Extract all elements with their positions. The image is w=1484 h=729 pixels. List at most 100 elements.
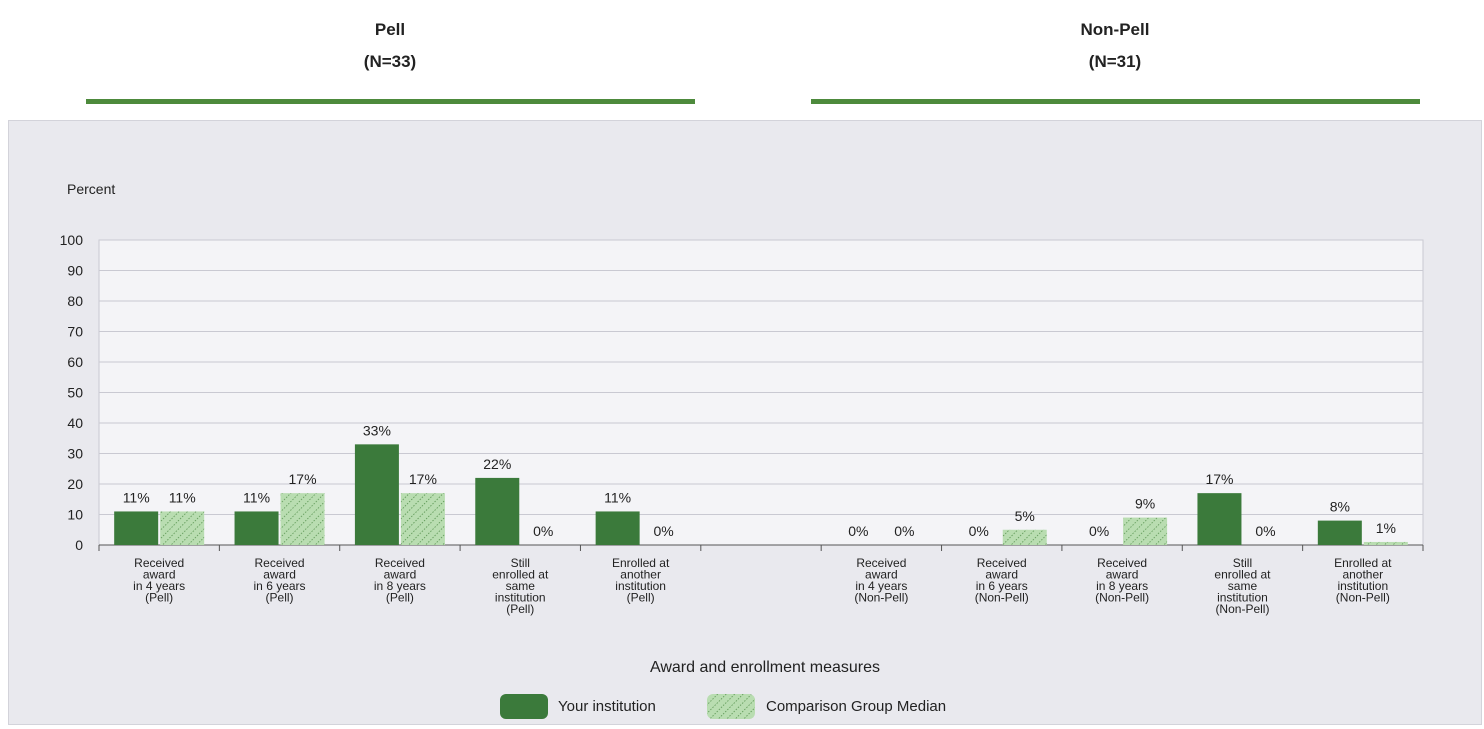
- bar-your-institution: [1197, 493, 1242, 545]
- x-tick-label: (Non-Pell): [1095, 591, 1149, 605]
- x-tick-label: award: [1106, 568, 1139, 582]
- x-tick-label: Received: [255, 556, 305, 570]
- x-tick-label: enrolled at: [492, 568, 549, 582]
- x-tick-label: Received: [1097, 556, 1147, 570]
- data-label: 22%: [483, 456, 511, 472]
- y-tick-label: 10: [67, 507, 83, 523]
- x-tick-label: in 4 years: [133, 579, 185, 593]
- x-tick-label: institution: [1337, 579, 1388, 593]
- data-label: 11%: [243, 489, 270, 505]
- x-tick-label: in 6 years: [254, 579, 306, 593]
- bars: 11% 11% 11% 17% 33% 17% 22% 0% 11% 0% 0% 0% 0% 5% 0% 9%…: [114, 422, 1408, 545]
- legend-swatch-comparison: [707, 694, 755, 719]
- x-tick-label: in 8 years: [1096, 579, 1148, 593]
- x-tick-label: Received: [375, 556, 425, 570]
- non-pell-header-title: Non-Pell: [1080, 20, 1150, 39]
- x-tick-label: award: [985, 568, 1018, 582]
- x-tick-label: same: [506, 579, 536, 593]
- x-tick-label: (Pell): [386, 591, 414, 605]
- pell-header-title: Pell: [374, 20, 406, 39]
- x-tick-label: another: [1342, 568, 1383, 582]
- x-tick-label: award: [384, 568, 417, 582]
- bar-your-institution: [595, 511, 640, 545]
- y-tick-label: 90: [67, 263, 83, 279]
- data-label: 17%: [1205, 471, 1233, 487]
- x-tick-label: Received: [134, 556, 184, 570]
- non-pell-header-n: (N=31): [1088, 52, 1142, 71]
- y-tick-label: 30: [67, 446, 83, 462]
- x-axis-label: Award and enrollment measures: [650, 659, 880, 676]
- y-tick-label: 40: [67, 415, 83, 431]
- x-tick-label: another: [620, 568, 661, 582]
- x-tick-label: (Non-Pell): [854, 591, 908, 605]
- bar-your-institution: [475, 477, 520, 545]
- pell-header: Pell (N=33): [90, 14, 690, 78]
- bar-comparison-median: [1002, 529, 1047, 545]
- x-tick-label: Still: [1233, 556, 1252, 570]
- legend-label-comparison: Comparison Group Median: [766, 698, 946, 715]
- data-label: 0%: [894, 523, 914, 539]
- data-label: 17%: [289, 471, 317, 487]
- x-tick-label: same: [1228, 579, 1258, 593]
- data-label: 0%: [1255, 523, 1275, 539]
- data-label: 0%: [533, 523, 553, 539]
- x-tick-label: (Pell): [266, 591, 294, 605]
- non-pell-header: Non-Pell (N=31): [810, 14, 1420, 78]
- x-tick-label: (Non-Pell): [1336, 591, 1390, 605]
- bar-comparison-median: [1363, 541, 1408, 545]
- x-tick-label: Enrolled at: [612, 556, 670, 570]
- y-tick-label: 50: [67, 385, 83, 401]
- legend-label-your-institution: Your institution: [558, 698, 656, 715]
- x-tick-label: in 4 years: [855, 579, 907, 593]
- pell-header-n: (N=33): [363, 52, 417, 71]
- data-label: 33%: [363, 422, 391, 438]
- data-label: 17%: [409, 471, 437, 487]
- data-label: 9%: [1135, 496, 1155, 512]
- data-label: 0%: [654, 523, 674, 539]
- x-tick-label: enrolled at: [1214, 568, 1271, 582]
- data-label: 11%: [169, 489, 196, 505]
- x-tick-label: (Non-Pell): [1215, 602, 1269, 616]
- x-tick-label: (Pell): [145, 591, 173, 605]
- y-tick-label: 100: [60, 232, 84, 248]
- data-label: 8%: [1330, 499, 1350, 515]
- y-tick-label: 70: [67, 324, 83, 340]
- y-tick-labels: 0 10 20 30 40 50 60 70 80 90 100: [60, 232, 84, 553]
- non-pell-header-rule: [811, 99, 1420, 104]
- data-label: 1%: [1376, 520, 1396, 536]
- legend: Your institution Comparison Group Median: [500, 694, 946, 719]
- bar-your-institution: [1317, 520, 1362, 545]
- legend-swatch-your-institution: [500, 694, 548, 719]
- x-tick-label: award: [865, 568, 898, 582]
- x-tick-label: award: [263, 568, 296, 582]
- x-tick-label: institution: [615, 579, 666, 593]
- data-label: 0%: [1089, 523, 1109, 539]
- x-tick-label: Enrolled at: [1334, 556, 1392, 570]
- x-tick-label: Received: [856, 556, 906, 570]
- y-axis-label: Percent: [67, 181, 115, 197]
- x-tick-label: (Pell): [627, 591, 655, 605]
- x-tick-label: institution: [495, 591, 546, 605]
- x-tick-label: institution: [1217, 591, 1268, 605]
- pell-header-rule: [86, 99, 695, 104]
- data-label: 11%: [604, 489, 631, 505]
- x-tick-label: award: [143, 568, 176, 582]
- x-tick-label: Still: [511, 556, 530, 570]
- bar-comparison-median: [1123, 517, 1168, 545]
- y-tick-label: 20: [67, 476, 83, 492]
- bar-comparison-median: [400, 493, 445, 545]
- x-tick-label: in 8 years: [374, 579, 426, 593]
- bar-comparison-median: [160, 511, 205, 545]
- data-label: 5%: [1015, 508, 1035, 524]
- data-label: 0%: [848, 523, 868, 539]
- y-tick-label: 80: [67, 293, 83, 309]
- chart-panel: Percent 0 10 20 30 40 50 60 70 80 90 100 11% 11% 11%…: [8, 120, 1482, 725]
- y-tick-label: 0: [75, 537, 83, 553]
- bar-your-institution: [114, 511, 159, 545]
- x-tick-label: (Non-Pell): [975, 591, 1029, 605]
- bar-comparison-median: [280, 493, 325, 545]
- data-label: 11%: [123, 489, 150, 505]
- bar-your-institution: [354, 444, 399, 545]
